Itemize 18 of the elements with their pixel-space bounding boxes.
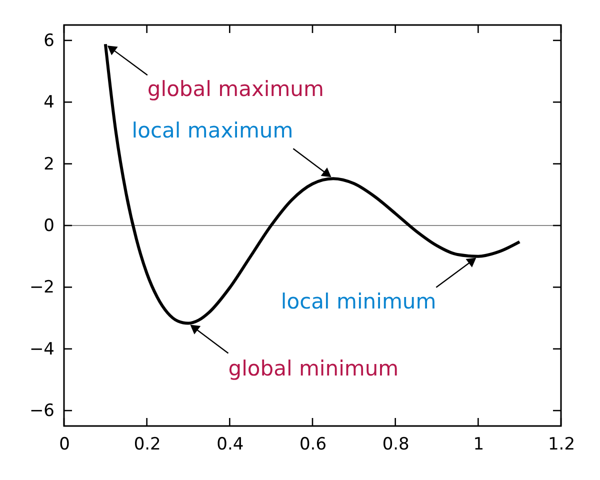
y-tick-label: 2 bbox=[44, 154, 54, 174]
y-tick-label: −4 bbox=[29, 339, 54, 360]
annotation: local maximum bbox=[132, 118, 294, 143]
y-tick-label: 6 bbox=[44, 30, 54, 51]
y-tick-label: 0 bbox=[44, 216, 54, 236]
y-tick-label: −6 bbox=[29, 401, 54, 422]
x-tick-label: 0.2 bbox=[134, 434, 161, 454]
annotation: global maximum bbox=[147, 77, 324, 102]
x-tick-label: 0.4 bbox=[216, 434, 244, 454]
y-tick-label: −2 bbox=[29, 278, 54, 298]
x-tick-label: 1.2 bbox=[548, 434, 576, 454]
x-tick-label: 0.8 bbox=[382, 434, 410, 454]
x-tick-label: 1 bbox=[473, 434, 484, 454]
x-tick-label: 0.6 bbox=[299, 434, 327, 454]
y-tick-label: 4 bbox=[44, 92, 54, 113]
annotation: local minimum bbox=[280, 289, 436, 314]
annotation: global minimum bbox=[228, 356, 399, 380]
x-tick-label: 0 bbox=[59, 434, 70, 454]
